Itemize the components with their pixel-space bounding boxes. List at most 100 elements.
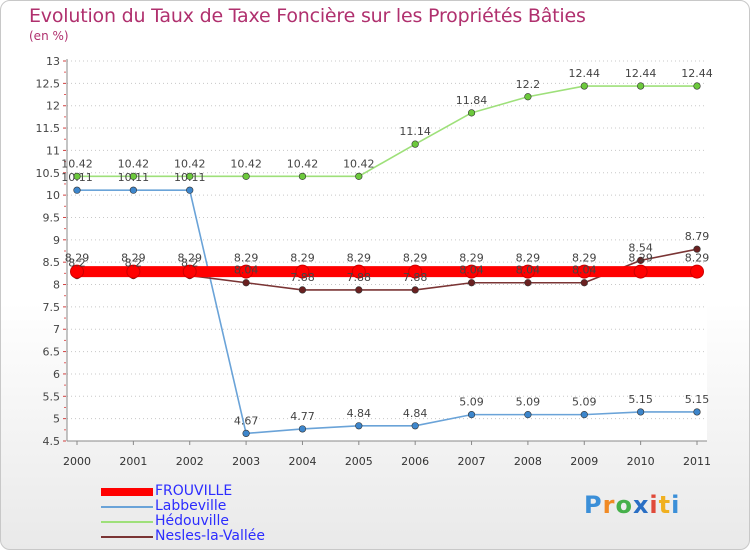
x-tick-label: 2004 (288, 455, 316, 468)
data-label: 10.42 (118, 157, 150, 170)
data-label: 8.04 (516, 264, 541, 277)
y-tick-label: 10 (46, 189, 60, 202)
data-label: 8.29 (177, 252, 202, 265)
data-point (408, 264, 423, 279)
y-tick-label: 7 (53, 323, 60, 336)
data-label: 8.29 (121, 252, 146, 265)
logo-letter: i (649, 491, 659, 519)
data-point (242, 279, 250, 287)
y-tick-label: 11 (46, 144, 60, 157)
x-tick-label: 2002 (176, 455, 204, 468)
data-point (351, 264, 366, 279)
x-tick-label: 2007 (458, 455, 486, 468)
y-tick-label: 8 (53, 279, 60, 292)
data-point (693, 408, 701, 416)
data-label: 8.04 (234, 264, 259, 277)
data-label: 8.29 (459, 252, 484, 265)
data-point (524, 93, 532, 101)
data-label: 10.42 (174, 157, 206, 170)
data-label: 8.04 (459, 264, 484, 277)
legend-label: Hédouville (155, 513, 230, 529)
data-label: 8.04 (572, 264, 597, 277)
series-line (76, 189, 698, 435)
data-point (70, 264, 84, 279)
legend-swatch (101, 487, 153, 496)
y-tick-label: 6.5 (43, 346, 61, 359)
data-label: 8.29 (234, 252, 259, 265)
data-label: 5.09 (572, 396, 597, 409)
data-label: 7.88 (347, 271, 372, 284)
data-point (298, 425, 307, 433)
data-label: 8.54 (628, 241, 653, 254)
data-point (580, 279, 588, 287)
legend-swatch (101, 505, 153, 508)
data-point (580, 82, 588, 90)
y-tick-label: 12 (46, 100, 60, 113)
series-lines (70, 82, 704, 438)
data-label: 8.29 (572, 252, 597, 265)
data-point (411, 286, 419, 294)
data-label: 10.42 (61, 157, 93, 170)
legend-item: Nesles-la-Vallée (101, 529, 265, 544)
y-tick-label: 12.5 (36, 77, 61, 90)
y-tick-label: 4.5 (43, 435, 61, 448)
data-point (298, 172, 307, 180)
data-point (637, 82, 645, 90)
legend-item: Labbeville (101, 499, 265, 514)
data-label: 10.11 (118, 171, 150, 184)
data-point (633, 264, 648, 279)
logo-letter: o (615, 491, 633, 519)
y-tick-label: 10.5 (36, 167, 61, 180)
data-point (73, 186, 81, 194)
data-label: 8.79 (685, 230, 710, 243)
x-tick-label: 2009 (570, 455, 598, 468)
legend-swatch (101, 520, 153, 523)
data-point (637, 256, 645, 264)
y-tick-label: 7.5 (43, 301, 61, 314)
data-label: 8.29 (628, 252, 653, 265)
data-label: 10.42 (343, 157, 375, 170)
data-label: 11.84 (456, 94, 488, 107)
data-point (355, 422, 363, 430)
data-label: 10.42 (287, 157, 319, 170)
proxiti-logo: Proxiti (584, 491, 680, 519)
y-tick-label: 8.5 (43, 256, 61, 269)
data-point (411, 140, 419, 148)
data-point (411, 422, 419, 430)
logo-letter: t (658, 491, 672, 519)
data-point (580, 411, 588, 419)
y-tick-label: 11.5 (36, 122, 61, 135)
data-point (129, 172, 137, 180)
data-label: 5.15 (685, 393, 710, 406)
data-label: 12.44 (569, 67, 601, 80)
y-tick-label: 9 (53, 234, 60, 247)
data-point (73, 172, 81, 180)
data-labels: 8.29 8.29 8.29 8.29 8.29 8.29 8.29 8.29 8.29 8.29… (61, 67, 713, 427)
data-point (126, 264, 141, 279)
chart-legend: FROUVILLE Labbeville Hédouville Nesles-la-V… (101, 484, 265, 544)
data-point (355, 172, 363, 180)
data-label: 12.44 (681, 67, 713, 80)
legend-swatch (101, 535, 153, 538)
legend-item: Hédouville (101, 514, 265, 529)
x-tick-label: 2011 (683, 455, 711, 468)
x-tick-label: 2003 (232, 455, 260, 468)
data-label: 4.84 (403, 407, 428, 420)
data-label: 5.09 (459, 396, 484, 409)
y-tick-label: 13 (46, 55, 60, 68)
x-axis: 2000 2001 2002 2003 2004 2005 2006 2007 2008 2009… (63, 441, 711, 468)
data-point (182, 264, 197, 279)
x-tick-label: 2008 (514, 455, 542, 468)
data-point (355, 286, 363, 294)
series-labbeville (73, 186, 701, 438)
data-point (239, 264, 254, 279)
logo-letter: i (671, 491, 681, 519)
data-point (637, 408, 645, 416)
data-point (298, 286, 307, 294)
chart-subtitle: (en %) (29, 29, 69, 43)
chart-title: Evolution du Taux de Taxe Foncière sur l… (29, 5, 586, 27)
data-label: 5.15 (628, 393, 653, 406)
data-label: 7.88 (290, 271, 315, 284)
